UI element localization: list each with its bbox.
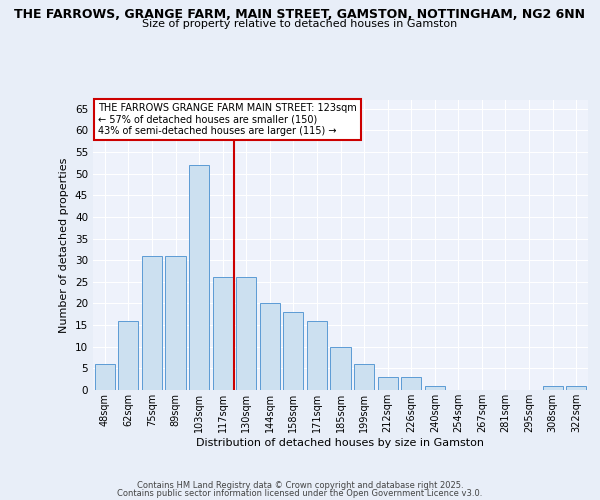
- Bar: [331, 346, 350, 390]
- Bar: [95, 364, 115, 390]
- Bar: [212, 278, 233, 390]
- Text: THE FARROWS GRANGE FARM MAIN STREET: 123sqm
← 57% of detached houses are smaller: THE FARROWS GRANGE FARM MAIN STREET: 123…: [98, 103, 356, 136]
- Bar: [236, 278, 256, 390]
- Text: Contains HM Land Registry data © Crown copyright and database right 2025.: Contains HM Land Registry data © Crown c…: [137, 481, 463, 490]
- Bar: [142, 256, 162, 390]
- Text: Size of property relative to detached houses in Gamston: Size of property relative to detached ho…: [142, 19, 458, 29]
- Bar: [377, 377, 398, 390]
- Bar: [166, 256, 185, 390]
- X-axis label: Distribution of detached houses by size in Gamston: Distribution of detached houses by size …: [197, 438, 485, 448]
- Bar: [283, 312, 304, 390]
- Text: Contains public sector information licensed under the Open Government Licence v3: Contains public sector information licen…: [118, 489, 482, 498]
- Bar: [401, 377, 421, 390]
- Bar: [354, 364, 374, 390]
- Bar: [118, 320, 139, 390]
- Bar: [542, 386, 563, 390]
- Bar: [307, 320, 327, 390]
- Bar: [260, 304, 280, 390]
- Bar: [566, 386, 586, 390]
- Y-axis label: Number of detached properties: Number of detached properties: [59, 158, 70, 332]
- Bar: [189, 165, 209, 390]
- Bar: [425, 386, 445, 390]
- Text: THE FARROWS, GRANGE FARM, MAIN STREET, GAMSTON, NOTTINGHAM, NG2 6NN: THE FARROWS, GRANGE FARM, MAIN STREET, G…: [14, 8, 586, 20]
